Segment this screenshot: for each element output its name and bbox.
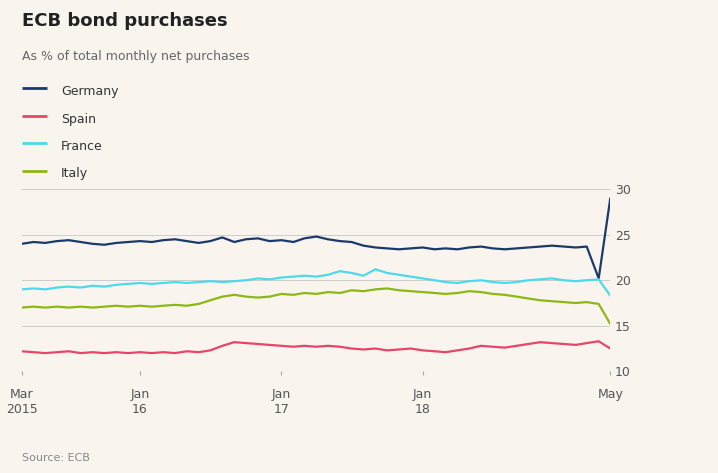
- Text: May: May: [597, 388, 623, 401]
- Text: Mar: Mar: [10, 388, 33, 401]
- Text: Germany: Germany: [61, 85, 118, 98]
- Text: 18: 18: [415, 403, 431, 416]
- Text: 2015: 2015: [6, 403, 37, 416]
- Text: ECB bond purchases: ECB bond purchases: [22, 12, 227, 30]
- Text: Jan: Jan: [130, 388, 149, 401]
- Text: Jan: Jan: [272, 388, 291, 401]
- Text: As % of total monthly net purchases: As % of total monthly net purchases: [22, 50, 249, 62]
- Text: Italy: Italy: [61, 167, 88, 180]
- Text: 17: 17: [274, 403, 289, 416]
- Text: France: France: [61, 140, 103, 153]
- Text: Jan: Jan: [413, 388, 432, 401]
- Text: Source: ECB: Source: ECB: [22, 453, 90, 463]
- Text: Spain: Spain: [61, 113, 96, 125]
- Text: 16: 16: [132, 403, 148, 416]
